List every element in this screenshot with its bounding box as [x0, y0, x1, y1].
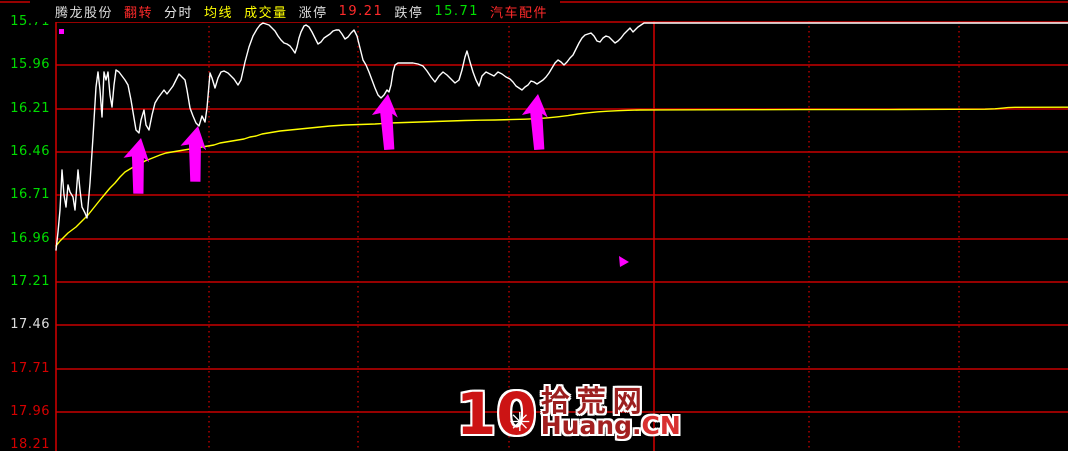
price-axis-label: 17.46 — [10, 317, 50, 332]
buy-point-arrow — [521, 94, 548, 151]
mouse-cursor-triangle — [619, 256, 629, 267]
menu-volume[interactable]: 成交量 — [244, 5, 288, 21]
stock-name: 腾龙股份 — [55, 5, 114, 21]
watermark-site-name: 拾荒网 — [540, 384, 649, 418]
menu-ma-line[interactable]: 均线 — [204, 5, 234, 21]
avg-price-line — [55, 106, 1068, 247]
price-axis-label: 18.21 — [10, 437, 50, 451]
menu-flip[interactable]: 翻转 — [124, 5, 154, 21]
watermark-domain: Huang.CN — [540, 411, 681, 440]
price-axis-label: 16.21 — [10, 101, 50, 116]
price-axis-label: 16.46 — [10, 144, 50, 159]
watermark-text: 拾荒网 Huang.CN — [541, 386, 681, 438]
price-axis-label: 17.96 — [10, 404, 50, 419]
buy-point-arrow — [180, 126, 207, 182]
watermark: 10 ✳ 拾荒网 Huang.CN — [456, 380, 681, 448]
marker-dot — [59, 29, 64, 34]
limit-down-value: 15.71 — [434, 3, 480, 19]
price-axis-label: 17.71 — [10, 361, 50, 376]
price-axis-label: 15.96 — [10, 57, 50, 72]
buy-point-arrow — [371, 94, 398, 151]
buy-point-arrow — [123, 138, 150, 194]
watermark-number: 10 ✳ — [456, 380, 537, 448]
price-line — [55, 22, 1068, 251]
limit-up-value: 19.21 — [338, 3, 384, 19]
menu-minute[interactable]: 分时 — [164, 5, 194, 21]
price-axis-label: 17.21 — [10, 274, 50, 289]
gear-icon: ✳ — [508, 408, 531, 438]
price-axis-label: 16.96 — [10, 231, 50, 246]
price-axis-label: 16.71 — [10, 187, 50, 202]
industry: 汽车配件 — [490, 5, 549, 21]
limit-down-label: 跌停 — [394, 5, 424, 21]
limit-up-label: 涨停 — [298, 5, 328, 21]
title-bar: 腾龙股份 翻转 分时 均线 成交量 涨停 19.21 跌停 15.71 汽车配件 — [32, 0, 561, 22]
